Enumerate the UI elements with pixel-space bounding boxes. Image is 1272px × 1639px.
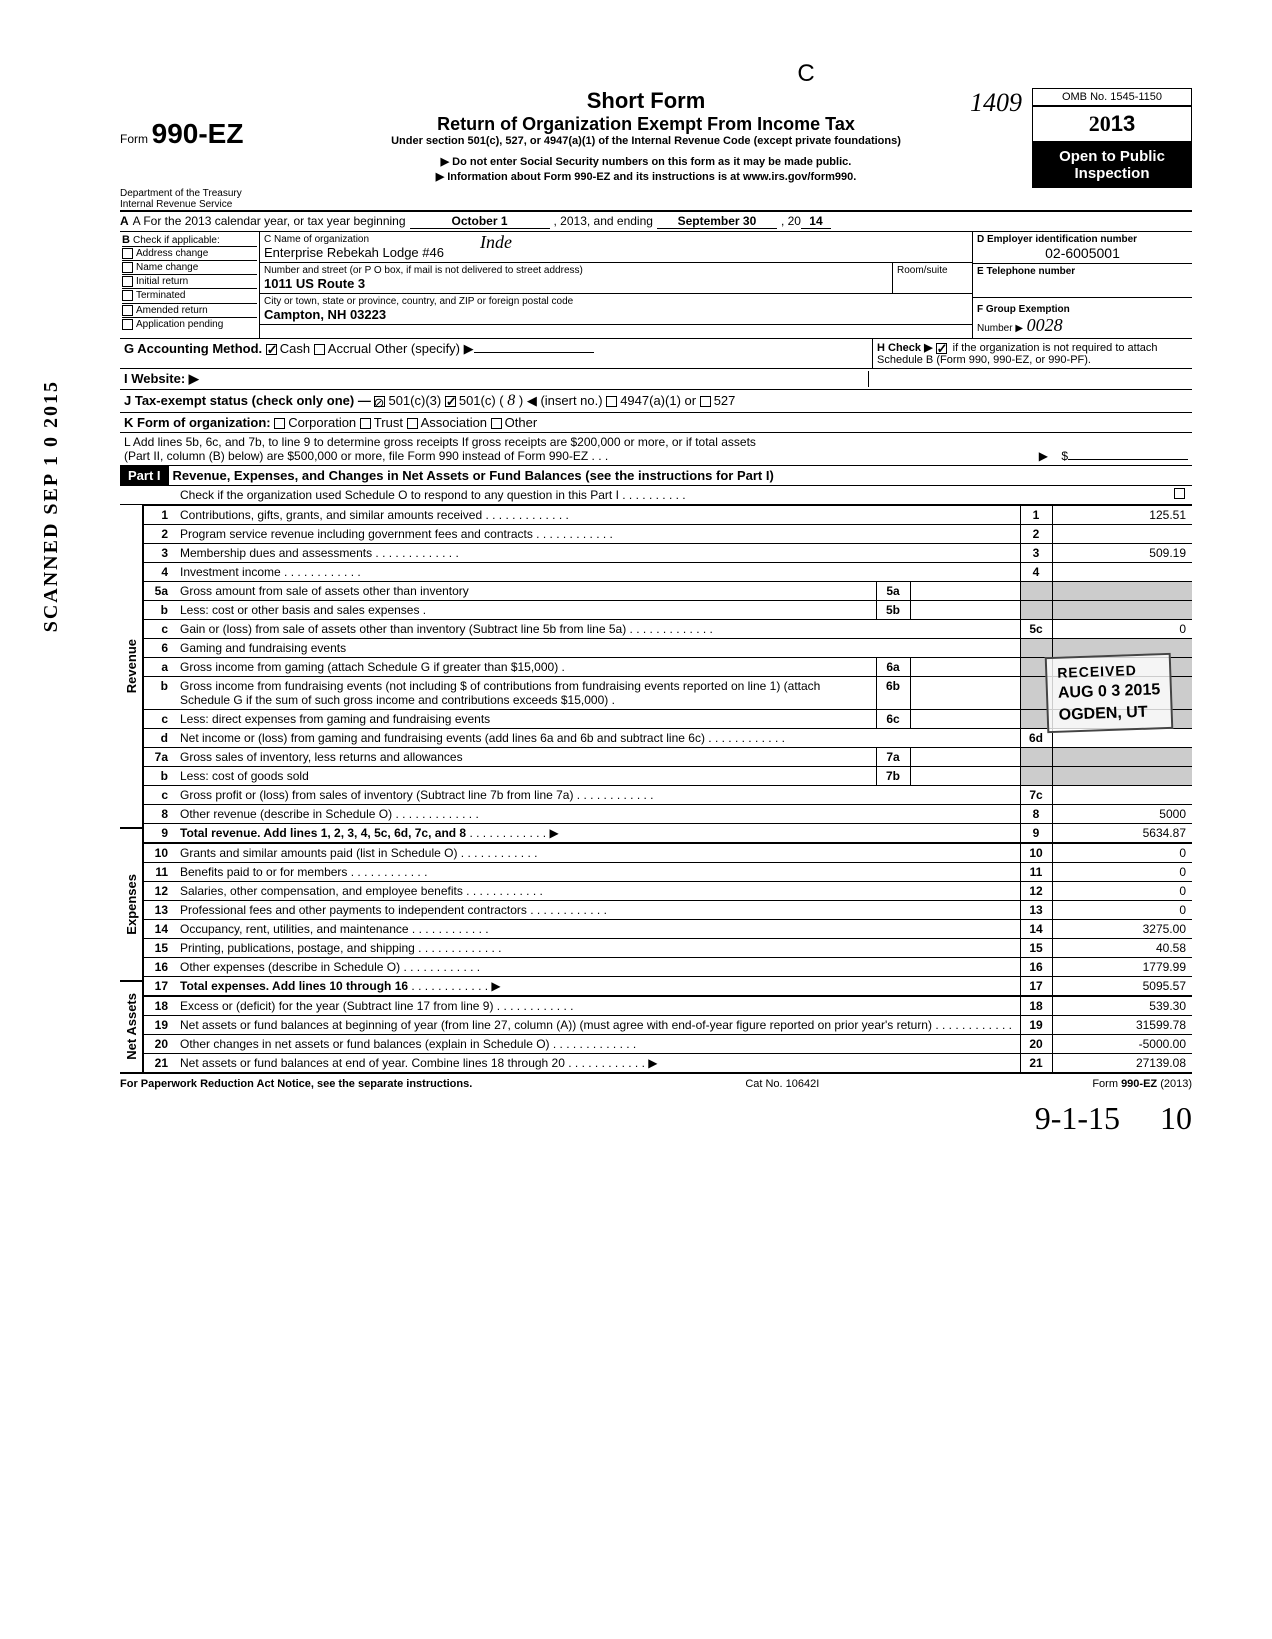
line-row: 8Other revenue (describe in Schedule O) … [144,805,1192,824]
side-netassets: Net Assets [124,993,139,1060]
line-row: 19Net assets or fund balances at beginni… [144,1016,1192,1035]
side-expenses: Expenses [124,874,139,935]
j-4947-checkbox[interactable] [606,396,617,407]
line-row: 11Benefits paid to or for members . . . … [144,863,1192,882]
footer-right: Form 990-EZ (2013) [1092,1078,1192,1090]
org-name: Enterprise Rebekah Lodge #46 [264,245,968,260]
tax-year-end: September 30 [657,214,777,229]
year-box: 20201313 [1032,106,1192,142]
part1-checkbox[interactable] [1174,488,1185,499]
b-item: Amended return [122,303,257,317]
line-row: 7aGross sales of inventory, less returns… [144,748,1192,767]
l-text1: L Add lines 5b, 6c, and 7b, to line 9 to… [124,435,1188,449]
side-revenue: Revenue [124,639,139,693]
accrual-checkbox[interactable] [314,344,325,355]
top-mark: C [420,60,1192,88]
line-row: 18Excess or (deficit) for the year (Subt… [144,996,1192,1016]
line-row: 21Net assets or fund balances at end of … [144,1054,1192,1073]
f-hand: 0028 [1027,315,1063,335]
footer-left: For Paperwork Reduction Act Notice, see … [120,1078,472,1090]
col-b: B Check if applicable: Address changeNam… [120,232,260,338]
line-row: dNet income or (loss) from gaming and fu… [144,729,1192,748]
cash-checkbox[interactable] [266,344,277,355]
line-row: 1Contributions, gifts, grants, and simil… [144,506,1192,525]
city: Campton, NH 03223 [264,307,968,322]
f-label: F Group Exemption [977,304,1070,315]
b-item: Initial return [122,274,257,288]
ein: 02-6005001 [977,245,1188,261]
j-501c3-checkbox[interactable]: ⊘ [374,396,385,407]
d-label: D Employer identification number [977,234,1188,245]
line-a-text: A For the 2013 calendar year, or tax yea… [133,214,406,229]
line-row: 5aGross amount from sale of assets other… [144,582,1192,601]
dept: Department of the Treasury Internal Reve… [120,188,260,210]
line-row: cGain or (loss) from sale of assets othe… [144,620,1192,639]
line-row: 4Investment income . . . . . . . . . . .… [144,563,1192,582]
line-row: 6Gaming and fundraising events [144,639,1192,658]
line-row: bLess: cost of goods sold7b [144,767,1192,786]
line-row: 14Occupancy, rent, utilities, and mainte… [144,920,1192,939]
title: Short Form [260,88,1032,114]
part1-check-text: Check if the organization used Schedule … [180,488,686,502]
c-label: C Name of organization [264,234,968,245]
received-stamp: RECEIVED AUG 0 3 2015 OGDEN, UT [1044,653,1173,733]
hand-number: 1409 [970,88,1022,118]
line-row: 15Printing, publications, postage, and s… [144,939,1192,958]
j-501c-checkbox[interactable] [445,396,456,407]
line-row: bGross income from fundraising events (n… [144,677,1192,710]
k-corp-checkbox[interactable] [274,418,285,429]
subtitle: Return of Organization Exempt From Incom… [260,114,1032,135]
h-checkbox[interactable] [936,343,947,354]
b-item: Address change [122,246,257,260]
line-row: bLess: cost or other basis and sales exp… [144,601,1192,620]
c-hand: Inde [480,232,512,253]
street: 1011 US Route 3 [264,276,888,291]
line-row: 9Total revenue. Add lines 1, 2, 3, 4, 5c… [144,824,1192,844]
under-text: Under section 501(c), 527, or 4947(a)(1)… [260,135,1032,147]
e-label: E Telephone number [977,266,1188,277]
k-trust-checkbox[interactable] [360,418,371,429]
part1-title: Revenue, Expenses, and Changes in Net As… [169,468,774,483]
omb: OMB No. 1545-1150 [1032,88,1192,106]
note2: ▶ Information about Form 990-EZ and its … [260,170,1032,183]
footer-mid: Cat No. 10642I [745,1078,819,1090]
b-item: Application pending [122,317,257,331]
line-row: 20Other changes in net assets or fund ba… [144,1035,1192,1054]
line-row: 10Grants and similar amounts paid (list … [144,843,1192,863]
line-row: 12Salaries, other compensation, and empl… [144,882,1192,901]
i-label: I Website: ▶ [124,371,199,386]
note1: ▶ Do not enter Social Security numbers o… [260,155,1032,168]
form-number-cell: Form 990-EZ [120,88,260,150]
k-other-checkbox[interactable] [491,418,502,429]
line-row: 13Professional fees and other payments t… [144,901,1192,920]
room-suite-label: Room/suite [892,263,972,293]
k-assoc-checkbox[interactable] [407,418,418,429]
line-row: 2Program service revenue including gover… [144,525,1192,544]
tax-year-begin: October 1 [410,214,550,229]
line-row: 3Membership dues and assessments . . . .… [144,544,1192,563]
line-row: cGross profit or (loss) from sales of in… [144,786,1192,805]
line-row: 16Other expenses (describe in Schedule O… [144,958,1192,977]
b-item: Name change [122,260,257,274]
line-row: cLess: direct expenses from gaming and f… [144,710,1192,729]
open-inspection: Open to Public Inspection [1032,142,1192,188]
line-row: 17Total expenses. Add lines 10 through 1… [144,977,1192,997]
part1-label: Part I [120,466,169,485]
hand-signature: 9-1-15 10 [120,1100,1192,1137]
scanned-stamp: SCANNED SEP 1 0 2015 [40,380,63,632]
line-row: aGross income from gaming (attach Schedu… [144,658,1192,677]
b-item: Terminated [122,288,257,302]
j-527-checkbox[interactable] [700,396,711,407]
